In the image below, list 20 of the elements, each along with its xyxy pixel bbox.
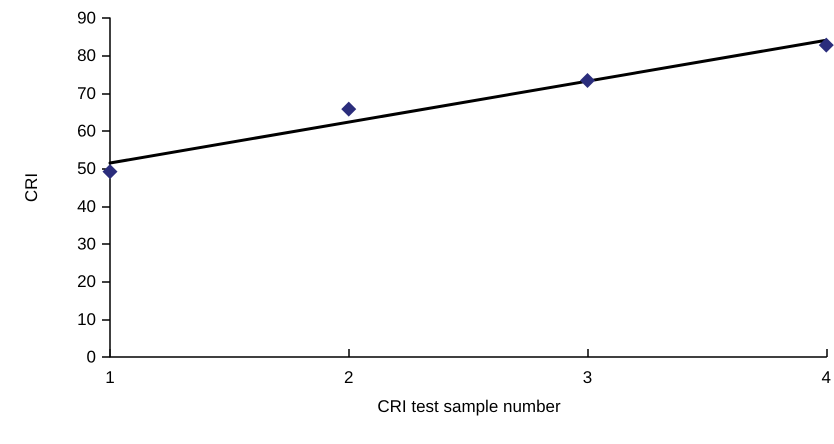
x-tick-label: 2 bbox=[344, 368, 354, 387]
x-tick-label: 4 bbox=[822, 368, 832, 387]
y-tick-label: 30 bbox=[77, 234, 96, 254]
x-axis-title: CRI test sample number bbox=[377, 397, 561, 416]
y-tick-label: 40 bbox=[77, 196, 96, 216]
y-tick-label: 20 bbox=[77, 272, 96, 292]
y-tick-label: 10 bbox=[77, 310, 96, 329]
x-tick-label: 3 bbox=[582, 368, 592, 387]
point bbox=[818, 38, 834, 53]
y-tick-label: 60 bbox=[77, 122, 96, 140]
y-tick-label: 80 bbox=[77, 46, 96, 66]
y-axis-title: CRI bbox=[22, 172, 41, 202]
y-tick-label: 70 bbox=[77, 84, 96, 103]
y-tick-label: 90 bbox=[77, 8, 96, 28]
y-tick-label: 0 bbox=[86, 348, 96, 366]
y-tick-label: 50 bbox=[77, 159, 96, 178]
point bbox=[102, 164, 118, 180]
point bbox=[580, 73, 596, 88]
x-tick-label: 1 bbox=[105, 368, 115, 387]
point bbox=[341, 102, 356, 117]
